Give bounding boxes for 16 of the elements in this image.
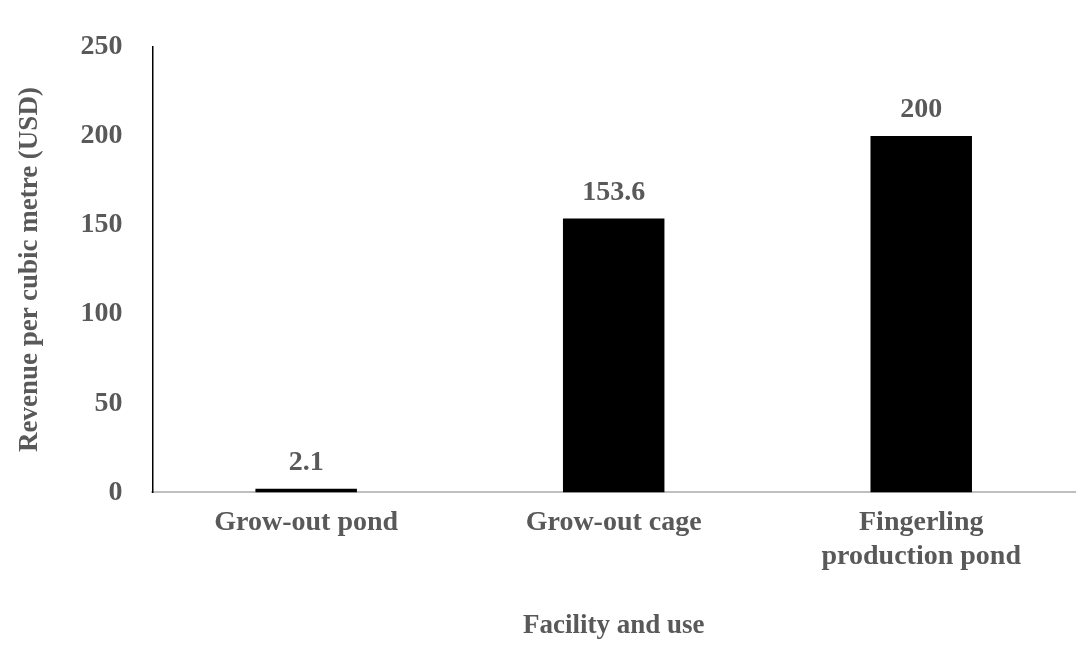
y-tick-label: 200 — [80, 118, 123, 150]
x-tick-label: Grow-out cage — [525, 505, 702, 537]
y-tick-label: 150 — [80, 207, 123, 239]
y-tick-label: 100 — [80, 296, 123, 328]
y-tick-label: 250 — [80, 29, 123, 61]
x-axis-title: Facility and use — [522, 608, 705, 639]
bar — [870, 135, 972, 493]
y-axis-title: Revenue per cubic metre (USD) — [13, 87, 44, 453]
x-tick-label: Grow-out pond — [214, 505, 399, 537]
data-label: 200 — [900, 92, 943, 124]
bar — [562, 218, 665, 493]
data-label: 153.6 — [582, 174, 646, 206]
y-tick-label: 0 — [108, 474, 123, 506]
x-tick-label: Fingerling production pond — [821, 505, 1022, 571]
data-label: 2.1 — [288, 444, 324, 476]
y-tick-label: 50 — [94, 385, 123, 417]
